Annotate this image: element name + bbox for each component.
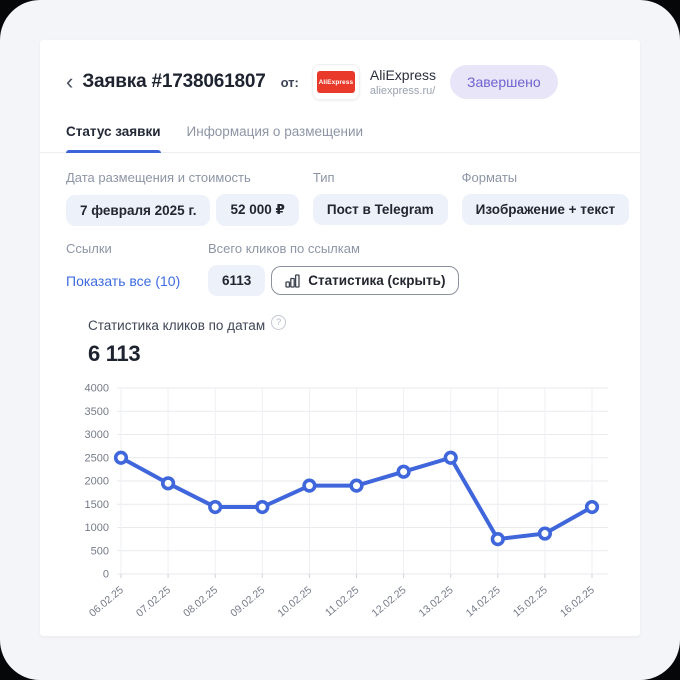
svg-text:15.02.25: 15.02.25: [511, 584, 550, 620]
svg-text:12.02.25: 12.02.25: [370, 584, 409, 620]
tab-request-status[interactable]: Статус заявки: [66, 124, 161, 153]
svg-text:08.02.25: 08.02.25: [181, 584, 220, 620]
svg-text:3000: 3000: [85, 429, 109, 441]
request-card: ‹ Заявка #1738061807 от: AliExpress AliE…: [40, 40, 640, 636]
chart-total-clicks: 6 113: [88, 341, 141, 366]
svg-text:07.02.25: 07.02.25: [134, 584, 173, 620]
details-row-1: Дата размещения и стоимость 7 февраля 20…: [66, 170, 630, 226]
svg-text:16.02.25: 16.02.25: [558, 584, 597, 620]
svg-text:13.02.25: 13.02.25: [417, 584, 456, 620]
date-cost-label: Дата размещения и стоимость: [66, 170, 251, 185]
show-all-links-link[interactable]: Показать все (10): [66, 273, 181, 289]
svg-text:0: 0: [103, 569, 109, 581]
chart-title: Статистика кликов по датам: [88, 318, 266, 333]
aliexpress-logo-text: AliExpress: [318, 78, 354, 86]
svg-text:2500: 2500: [85, 452, 109, 464]
svg-text:4000: 4000: [85, 383, 109, 395]
aliexpress-logo-icon: AliExpress: [316, 71, 355, 93]
placement-date-value: 7 февраля 2025 г.: [66, 194, 211, 226]
svg-text:06.02.25: 06.02.25: [87, 584, 126, 620]
details-row-2: Ссылки Показать все (10) Всего кликов по…: [66, 241, 614, 296]
links-column: Ссылки Показать все (10): [66, 241, 194, 289]
svg-text:14.02.25: 14.02.25: [464, 584, 503, 620]
help-icon[interactable]: ?: [271, 315, 287, 330]
type-column: Тип Пост в Telegram: [312, 170, 448, 225]
svg-text:2000: 2000: [85, 476, 109, 488]
bar-chart-icon: [285, 273, 300, 288]
from-label: от:: [280, 74, 299, 90]
formats-value: Изображение + текст: [461, 194, 630, 225]
svg-text:1000: 1000: [85, 522, 109, 534]
formats-label: Форматы: [461, 170, 518, 185]
advertiser-logo-card: AliExpress: [311, 64, 360, 100]
total-clicks-label: Всего кликов по ссылкам: [208, 241, 360, 256]
page-title: Заявка #1738061807: [82, 71, 266, 92]
links-label: Ссылки: [66, 241, 112, 256]
svg-text:09.02.25: 09.02.25: [228, 584, 267, 620]
chart-section: Статистика кликов по датам ? 6 113 0 500 1…: [40, 296, 640, 638]
svg-text:1500: 1500: [85, 499, 109, 511]
clicks-column: Всего кликов по ссылкам 6113 Статистика …: [208, 241, 460, 296]
date-cost-column: Дата размещения и стоимость 7 февраля 20…: [66, 170, 299, 226]
statistics-button-label: Статистика (скрыть): [308, 273, 446, 288]
type-value: Пост в Telegram: [312, 194, 448, 225]
advertiser-info: AliExpress aliexpress.ru/: [370, 67, 436, 98]
details-section: Дата размещения и стоимость 7 февраля 20…: [40, 153, 640, 296]
formats-column: Форматы Изображение + текст: [461, 170, 630, 225]
total-clicks-value: 6113: [208, 265, 266, 296]
status-badge: Завершено: [450, 65, 558, 99]
svg-text:3500: 3500: [85, 406, 109, 418]
svg-text:500: 500: [91, 545, 109, 557]
svg-text:11.02.25: 11.02.25: [323, 584, 362, 619]
type-label: Тип: [312, 170, 335, 185]
header: ‹ Заявка #1738061807 от: AliExpress AliE…: [40, 40, 640, 100]
advertiser-name: AliExpress: [369, 66, 437, 83]
statistics-toggle-button[interactable]: Статистика (скрыть): [271, 266, 460, 295]
svg-text:10.02.25: 10.02.25: [275, 584, 314, 620]
tab-placement-info[interactable]: Информация о размещении: [186, 124, 364, 139]
placement-cost-value: 52 000 ₽: [216, 194, 299, 226]
tab-bar: Статус заявки Информация о размещении: [40, 124, 640, 153]
back-chevron-icon[interactable]: ‹: [66, 69, 74, 94]
clicks-line-chart[interactable]: 0 500 1000 1500 2000 2500 3000 3500 4000 06.02.25…: [78, 379, 612, 633]
advertiser-url-link[interactable]: aliexpress.ru/: [369, 84, 436, 97]
